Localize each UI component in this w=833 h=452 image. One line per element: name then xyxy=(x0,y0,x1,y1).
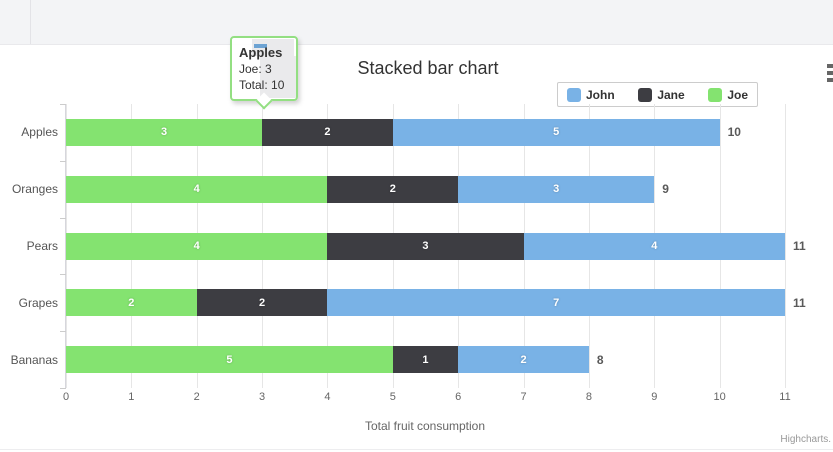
tooltip-total: Total: 10 xyxy=(239,78,285,92)
category-axis-tick xyxy=(60,388,66,389)
value-axis-tick-label: 3 xyxy=(259,391,266,403)
value-axis-tick-label: 8 xyxy=(585,391,592,403)
bar-segment-joe[interactable]: 3 xyxy=(66,118,263,146)
bar-segment-john[interactable]: 3 xyxy=(458,175,655,203)
gridline xyxy=(785,104,786,388)
legend-swatch-icon xyxy=(708,87,723,102)
value-axis-tick-label: 10 xyxy=(713,391,726,403)
category-axis-tick xyxy=(60,104,66,105)
page-header-band xyxy=(0,0,833,45)
bar-segment-value: 2 xyxy=(520,353,527,366)
legend-item-joe[interactable]: Joe xyxy=(708,87,748,102)
bar-segment-value: 4 xyxy=(193,240,200,252)
chart-title: Stacked bar chart xyxy=(357,58,499,78)
bar-segment-value: 3 xyxy=(422,240,429,252)
bar-segment-value: 7 xyxy=(553,296,560,309)
value-axis-tick-label: 5 xyxy=(389,391,396,403)
bar-segment-john[interactable]: 4 xyxy=(523,232,785,260)
bar-segment-joe[interactable]: 2 xyxy=(66,289,197,317)
bar-segment-jane[interactable]: 2 xyxy=(327,175,459,203)
value-axis-tick-label: 6 xyxy=(455,391,462,403)
tooltip-category: Apples xyxy=(239,45,283,60)
category-label-oranges: Oranges xyxy=(11,182,58,197)
value-axis-tick-label: 11 xyxy=(779,391,791,403)
hamburger-icon xyxy=(827,64,833,68)
legend-swatch-icon xyxy=(638,87,653,102)
context-menu-button[interactable] xyxy=(827,64,833,85)
value-axis-tick-label: 4 xyxy=(324,391,331,403)
bar-segment-value: 2 xyxy=(389,183,396,196)
bar-segment-value: 2 xyxy=(324,126,331,139)
value-axis-tick-label: 0 xyxy=(62,391,70,403)
plot-area: 3 2 5 4 2 3 4 3 4 2 2 7 5 1 2 xyxy=(66,104,786,388)
bar-segment-joe[interactable]: 5 xyxy=(66,346,393,374)
bar-bananas: 5 1 2 xyxy=(66,346,589,374)
value-axis-tick-label: 2 xyxy=(193,391,200,403)
bar-segment-jane[interactable]: 2 xyxy=(262,118,393,146)
bar-segment-value: 1 xyxy=(422,353,429,366)
bar-segment-value: 2 xyxy=(259,296,266,309)
bar-segment-jane[interactable]: 2 xyxy=(196,289,328,317)
bar-segment-value: 3 xyxy=(553,183,560,196)
category-axis-tick xyxy=(60,274,66,276)
credits-link[interactable]: Highcharts. xyxy=(780,434,831,445)
header-divider xyxy=(30,0,31,44)
bar-segment-value: 4 xyxy=(651,240,658,252)
stack-total-label: 9 xyxy=(662,182,669,197)
stack-total-label: 11 xyxy=(793,295,806,310)
bar-segment-john[interactable]: 5 xyxy=(392,118,720,146)
tooltip-series-value: Joe: 3 xyxy=(239,62,272,76)
bar-segment-jane[interactable]: 1 xyxy=(392,346,459,374)
bar-segment-value: 5 xyxy=(226,353,233,366)
tooltip-artifact-dash xyxy=(254,44,267,48)
value-axis-title: Total fruit consumption xyxy=(364,419,486,433)
category-axis-line xyxy=(65,104,66,389)
category-label-grapes: Grapes xyxy=(18,295,58,310)
category-axis-tick xyxy=(60,160,66,162)
legend-swatch-icon xyxy=(567,87,581,102)
tooltip: Apples Joe: 3 Total: 10 xyxy=(230,36,298,110)
container-bottom-edge xyxy=(0,449,833,450)
bar-pears: 4 3 4 xyxy=(66,232,785,260)
legend-label: Jane xyxy=(657,87,685,102)
bar-segment-value: 2 xyxy=(128,296,135,309)
tooltip-shadow-artifact xyxy=(252,39,294,56)
bar-apples: 3 2 5 xyxy=(66,118,720,146)
bar-segment-value: 5 xyxy=(553,126,560,139)
value-axis-tick-label: 9 xyxy=(651,391,658,403)
value-axis-tick-label: 7 xyxy=(520,391,527,403)
stack-total-label: 11 xyxy=(793,239,806,253)
tooltip-content: Apples Joe: 3 Total: 10 xyxy=(232,38,296,93)
bar-segment-value: 4 xyxy=(193,183,200,196)
category-label-apples: Apples xyxy=(21,125,58,140)
bar-grapes: 2 2 7 xyxy=(66,289,785,317)
category-axis-tick xyxy=(60,217,66,219)
category-axis-tick xyxy=(60,331,66,333)
bar-segment-john[interactable]: 7 xyxy=(327,289,785,317)
bar-segment-john[interactable]: 2 xyxy=(458,346,589,374)
hamburger-icon xyxy=(827,78,833,82)
legend: John Jane Joe xyxy=(557,82,758,107)
bar-oranges: 4 2 3 xyxy=(66,175,655,203)
legend-item-jane[interactable]: Jane xyxy=(638,87,685,102)
legend-label: John xyxy=(586,87,615,102)
value-axis-tick-label: 1 xyxy=(128,391,135,403)
hamburger-icon xyxy=(827,71,833,75)
legend-label: Joe xyxy=(727,87,748,102)
category-label-bananas: Bananas xyxy=(10,352,58,367)
legend-item-john[interactable]: John xyxy=(567,87,615,102)
stack-total-label: 8 xyxy=(596,352,604,367)
stack-total-label: 10 xyxy=(727,125,741,140)
bar-segment-joe[interactable]: 4 xyxy=(66,175,328,203)
category-label-pears: Pears xyxy=(26,239,58,253)
bar-segment-jane[interactable]: 3 xyxy=(327,232,524,260)
bar-segment-joe[interactable]: 4 xyxy=(66,232,328,260)
tooltip-shadow-artifact xyxy=(260,56,296,98)
bar-segment-value: 3 xyxy=(160,126,168,139)
